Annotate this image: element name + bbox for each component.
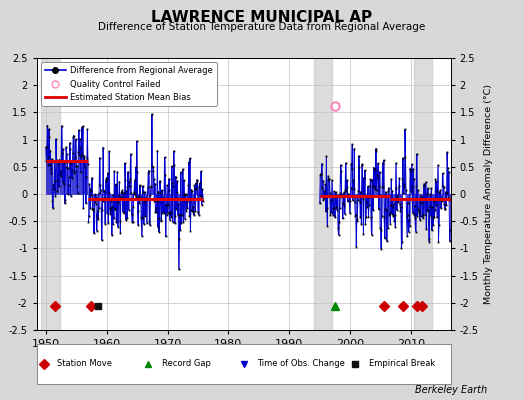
Bar	[314, 58, 332, 330]
Bar	[414, 58, 432, 330]
Text: Berkeley Earth: Berkeley Earth	[415, 385, 487, 395]
Text: Empirical Break: Empirical Break	[369, 360, 435, 368]
Text: Difference of Station Temperature Data from Regional Average: Difference of Station Temperature Data f…	[99, 22, 425, 32]
Legend: Difference from Regional Average, Quality Control Failed, Estimated Station Mean: Difference from Regional Average, Qualit…	[41, 62, 217, 106]
Text: LAWRENCE MUNICIPAL AP: LAWRENCE MUNICIPAL AP	[151, 10, 373, 25]
Bar	[41, 58, 60, 330]
Text: Time of Obs. Change: Time of Obs. Change	[257, 360, 345, 368]
Text: Record Gap: Record Gap	[162, 360, 211, 368]
Y-axis label: Monthly Temperature Anomaly Difference (°C): Monthly Temperature Anomaly Difference (…	[484, 84, 493, 304]
Text: Station Move: Station Move	[58, 360, 112, 368]
